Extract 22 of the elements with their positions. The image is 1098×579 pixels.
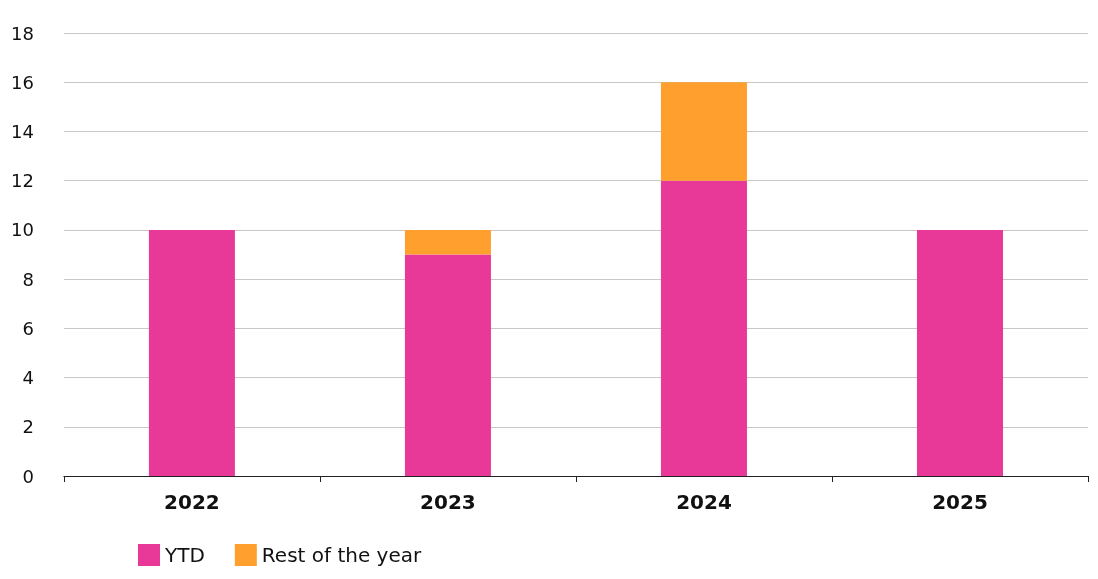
y-tick-label: 8: [22, 268, 34, 290]
y-tick-label: 18: [11, 22, 34, 44]
y-tick-label: 14: [11, 120, 34, 142]
y-tick-label: 2: [22, 416, 34, 438]
x-tick-label: 2025: [932, 490, 988, 514]
bar: [404, 254, 491, 476]
y-tick-label: 10: [11, 219, 34, 241]
x-tick-label: 2024: [676, 490, 732, 514]
bar: [916, 229, 1003, 476]
legend-label: Rest of the year: [261, 543, 422, 567]
y-tick-label: 12: [11, 170, 34, 192]
bar: [404, 229, 491, 255]
x-tick-label: 2023: [420, 490, 476, 514]
bar: [660, 180, 747, 476]
x-tick-label: 2022: [164, 490, 220, 514]
legend-label: YTD: [164, 543, 205, 567]
y-tick-label: 4: [22, 367, 34, 389]
bar: [660, 82, 747, 181]
bar: [148, 229, 235, 476]
y-tick-label: 6: [22, 317, 34, 339]
y-tick-label: 0: [22, 465, 34, 487]
y-tick-label: 16: [11, 71, 34, 93]
